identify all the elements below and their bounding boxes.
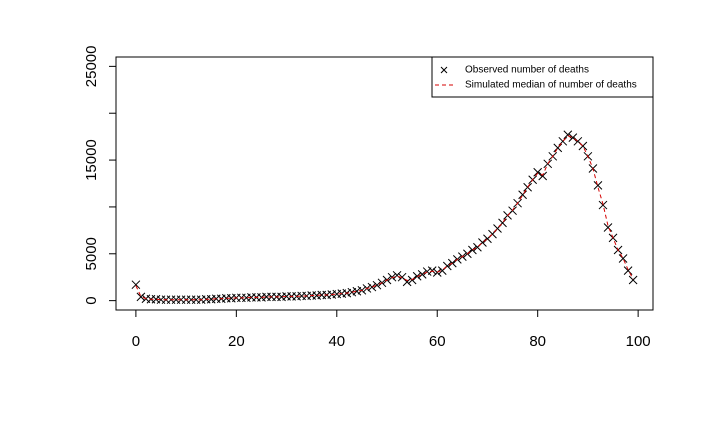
data-point bbox=[553, 143, 563, 153]
data-point bbox=[533, 167, 543, 177]
x-tick-label: 40 bbox=[328, 333, 345, 350]
y-tick-label: 0 bbox=[83, 296, 100, 304]
data-point bbox=[593, 181, 603, 190]
legend-box bbox=[431, 56, 654, 98]
x-tick-label: 60 bbox=[429, 333, 446, 350]
data-point bbox=[623, 266, 633, 275]
legend-label: Simulated median of number of deaths bbox=[465, 80, 637, 91]
x-tick-label: 20 bbox=[228, 333, 245, 350]
x-tick-label: 80 bbox=[529, 333, 546, 350]
data-point bbox=[136, 292, 146, 302]
data-point bbox=[468, 245, 477, 255]
legend-label: Observed number of deaths bbox=[465, 65, 589, 76]
data-point bbox=[372, 280, 382, 290]
data-point bbox=[538, 171, 548, 181]
data-point bbox=[628, 275, 638, 285]
y-tick-label: 25000 bbox=[83, 46, 100, 88]
data-point bbox=[131, 280, 141, 290]
data-point bbox=[392, 270, 402, 280]
y-tick-label: 5000 bbox=[83, 237, 100, 270]
x-tick-label: 100 bbox=[626, 333, 651, 350]
data-point bbox=[618, 254, 628, 263]
data-point bbox=[518, 190, 527, 200]
data-point bbox=[563, 130, 573, 140]
data-point bbox=[603, 223, 613, 232]
x-tick-label: 0 bbox=[132, 333, 140, 350]
data-line bbox=[135, 135, 634, 301]
y-tick-label: 15000 bbox=[83, 139, 100, 181]
data-point bbox=[417, 270, 427, 279]
legend-symbol bbox=[440, 66, 448, 74]
data-point bbox=[568, 133, 578, 142]
data-point bbox=[367, 282, 377, 292]
